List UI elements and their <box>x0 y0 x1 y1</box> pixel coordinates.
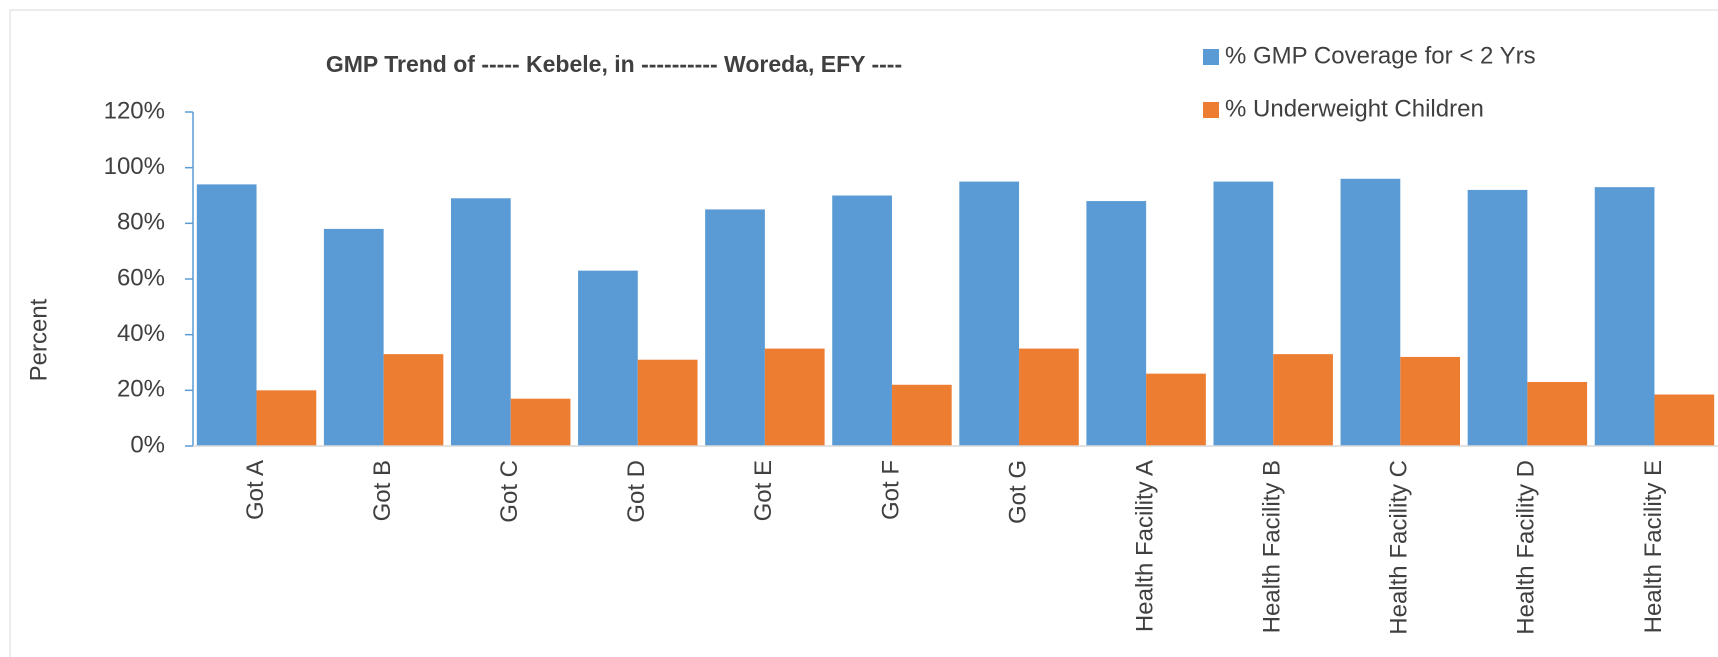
x-tick-label: Got A <box>242 460 269 520</box>
y-tick-label: 100% <box>104 153 165 180</box>
x-tick-label: Got G <box>1004 460 1031 524</box>
bar <box>1273 354 1333 446</box>
legend-label: % GMP Coverage for < 2 Yrs <box>1225 42 1536 69</box>
bar <box>450 198 511 446</box>
bar <box>383 354 444 446</box>
bar <box>1019 348 1079 446</box>
y-tick-label: 80% <box>117 209 165 236</box>
bar <box>832 195 892 446</box>
x-tick-label: Got E <box>750 460 777 521</box>
y-tick-label: 40% <box>117 320 165 347</box>
y-axis-label: Percent <box>25 298 52 381</box>
x-tick-label: Health Facility E <box>1640 460 1667 633</box>
bar <box>637 359 698 446</box>
legend-label: % Underweight Children <box>1225 95 1484 122</box>
x-tick-label: Got D <box>623 460 650 523</box>
y-tick-label: 60% <box>117 264 165 291</box>
legend-swatch <box>1203 102 1219 118</box>
chart-border <box>9 9 1718 657</box>
x-tick-label: Got B <box>369 460 396 521</box>
chart-title: GMP Trend of ----- Kebele, in ----------… <box>326 51 902 77</box>
x-tick-label: Health Facility B <box>1259 460 1286 633</box>
bar <box>1654 394 1715 446</box>
legend-swatch <box>1203 49 1219 65</box>
x-tick-label: Health Facility D <box>1513 460 1540 635</box>
bar <box>891 384 952 446</box>
bar <box>1340 178 1401 447</box>
bar <box>959 181 1020 447</box>
bar <box>578 270 638 446</box>
x-tick-label: Got F <box>877 460 904 520</box>
y-tick-label: 0% <box>130 431 165 458</box>
bar <box>1594 187 1655 446</box>
x-tick-label: Health Facility A <box>1131 460 1158 632</box>
bar <box>764 348 825 446</box>
x-tick-label: Got C <box>496 460 523 523</box>
bar <box>1213 181 1274 447</box>
bar <box>705 209 765 446</box>
bar <box>256 390 317 446</box>
bar <box>323 228 384 446</box>
bar <box>1146 373 1206 446</box>
bar <box>1527 381 1588 446</box>
y-tick-label: 120% <box>104 97 165 124</box>
bar <box>1467 189 1528 446</box>
bar <box>1086 201 1147 446</box>
bar <box>1400 356 1461 446</box>
bar <box>196 184 257 446</box>
bar <box>510 398 571 446</box>
x-tick-label: Health Facility C <box>1386 460 1413 635</box>
y-tick-label: 20% <box>117 376 165 403</box>
